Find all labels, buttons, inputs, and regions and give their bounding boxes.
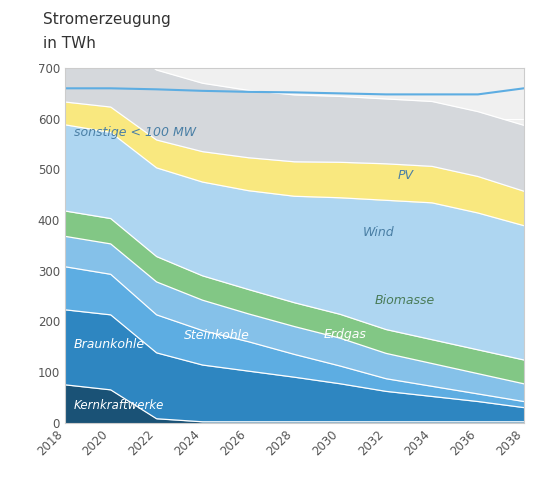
Text: Stromerzeugung: Stromerzeugung	[43, 12, 171, 27]
Text: Biomasse: Biomasse	[375, 294, 435, 307]
Text: Kernkraftwerke: Kernkraftwerke	[74, 399, 164, 412]
Text: PV: PV	[397, 169, 414, 182]
Text: in TWh: in TWh	[43, 36, 96, 52]
Text: Erdgas: Erdgas	[324, 328, 367, 341]
Text: Braunkohle: Braunkohle	[74, 338, 145, 351]
Text: Steinkohle: Steinkohle	[184, 329, 250, 342]
Text: Wind: Wind	[363, 226, 395, 239]
Text: sonstige < 100 MW: sonstige < 100 MW	[74, 126, 196, 139]
